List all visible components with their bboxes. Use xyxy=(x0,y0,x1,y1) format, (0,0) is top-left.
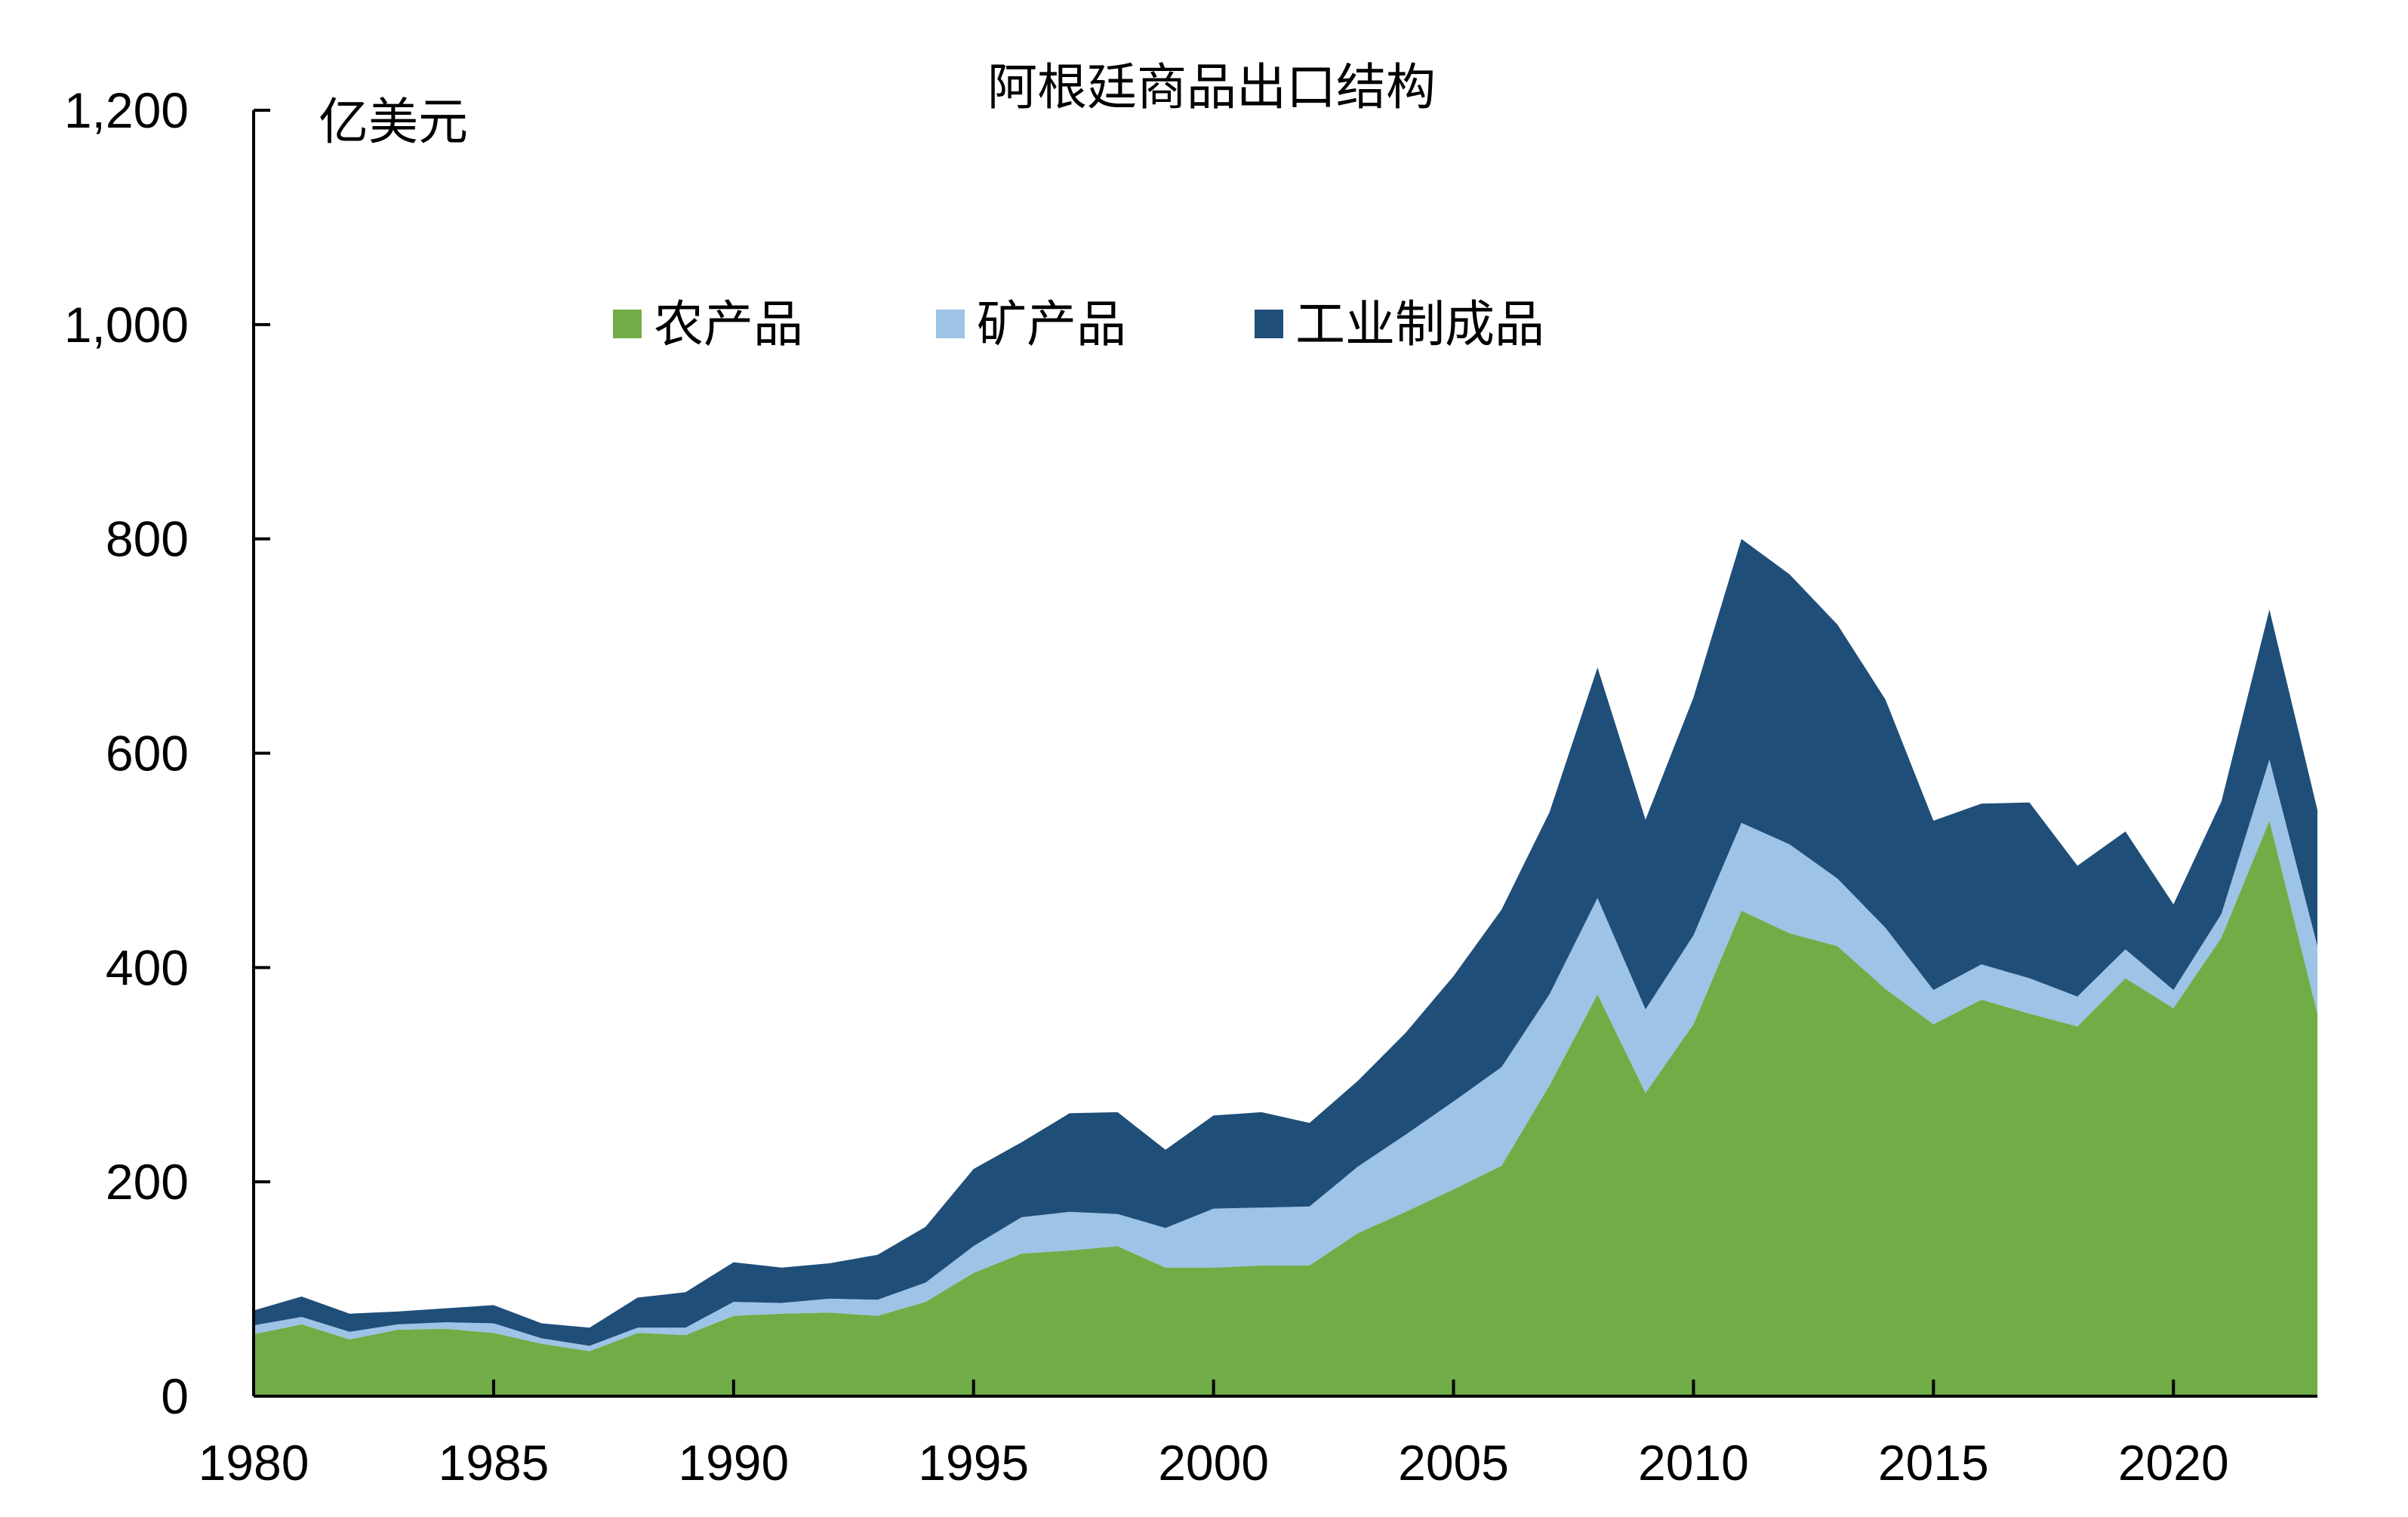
legend-label-3: 工业制成品 xyxy=(1295,295,1544,353)
y-tick-label: 0 xyxy=(161,1368,189,1424)
x-tick-label: 2015 xyxy=(1878,1435,1989,1491)
y-axis-unit-label: 亿美元 xyxy=(319,93,468,151)
legend-swatch-3 xyxy=(1255,310,1283,338)
y-ticks: 0 200 400 600 800 1,000 1,200 xyxy=(64,82,270,1424)
legend-swatch-2 xyxy=(936,310,965,338)
legend-label-2: 矿产品 xyxy=(977,295,1126,353)
legend-label-1: 农产品 xyxy=(654,295,803,353)
area-series-1 xyxy=(254,820,2317,1396)
x-tick-label: 1980 xyxy=(199,1435,309,1491)
area-series-2 xyxy=(254,760,2317,1352)
x-tick-label: 2010 xyxy=(1638,1435,1749,1491)
y-tick-label: 600 xyxy=(106,726,189,782)
y-tick-label: 800 xyxy=(106,511,189,567)
y-tick-label: 400 xyxy=(106,939,189,995)
x-tick-label: 2000 xyxy=(1158,1435,1269,1491)
legend: 农产品 矿产品 工业制成品 xyxy=(613,295,1544,353)
x-tick-label: 2020 xyxy=(2118,1435,2229,1491)
x-ticks: 1980 1985 1990 1995 2000 2005 2010 2015 2020 xyxy=(199,1380,2229,1491)
x-tick-label: 1985 xyxy=(438,1435,549,1491)
stacked-areas xyxy=(254,538,2317,1396)
y-tick-label: 200 xyxy=(106,1154,189,1210)
y-tick-label: 1,000 xyxy=(64,297,189,353)
x-tick-label: 1995 xyxy=(918,1435,1029,1491)
legend-swatch-1 xyxy=(613,310,642,338)
x-tick-label: 2005 xyxy=(1398,1435,1509,1491)
chart-title: 阿根廷商品出口结构 xyxy=(987,58,1436,116)
area-series-3 xyxy=(254,538,2317,1346)
x-tick-label: 1990 xyxy=(678,1435,789,1491)
y-tick-label: 1,200 xyxy=(64,82,189,138)
